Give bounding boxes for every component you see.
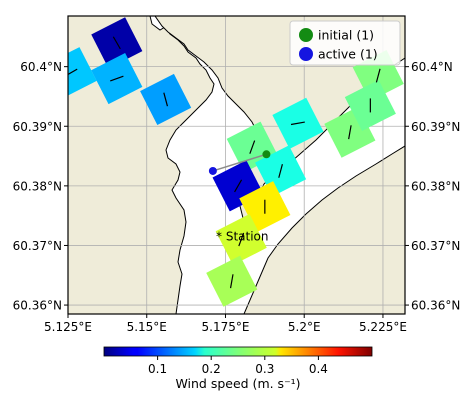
y-tick-label-right-4: 60.4°N: [411, 60, 453, 74]
wind-direction-arrows: [68, 36, 381, 289]
particle-markers: [208, 150, 271, 175]
wind-arrow-2: [110, 75, 124, 82]
y-tick-label-left-4: 60.4°N: [20, 60, 62, 74]
colorbar-tick-label-0: 0.1: [148, 362, 167, 376]
legend-marker-initial: [299, 28, 313, 42]
colorbar-tick-label-3: 0.4: [309, 362, 328, 376]
colorbar-ticks: 0.1 0.2 0.3 0.4: [148, 356, 328, 376]
wind-arrow-6: [348, 125, 352, 140]
wind-arrow-3: [163, 92, 169, 107]
x-tick-label-4: 5.225°E: [359, 320, 407, 334]
colorbar-gradient: [103, 346, 373, 357]
wind-arrow-13: [229, 274, 234, 289]
plot-frame: [67, 15, 406, 315]
wind-arrow-0: [112, 36, 121, 50]
wind-arrow-5: [290, 121, 305, 126]
y-tick-label-right-2: 60.38°N: [411, 179, 460, 193]
colorbar-tick-label-2: 0.3: [255, 362, 274, 376]
y-tick-label-right-3: 60.39°N: [411, 120, 460, 134]
x-tick-label-3: 5.2°E: [288, 320, 321, 334]
y-tick-label-left-3: 60.39°N: [13, 120, 62, 134]
marker-series-1-point-0: [208, 166, 217, 175]
legend-label-active: active (1): [318, 47, 378, 62]
trajectory-layer: [212, 153, 267, 172]
plot-area: * Station: [68, 16, 405, 314]
wind-arrow-10: [278, 164, 283, 178]
wind-arrow-7: [375, 68, 381, 83]
legend-box: [289, 20, 401, 66]
y-tick-label-left-1: 60.37°N: [13, 239, 62, 253]
marker-series-0-point-0: [262, 150, 271, 159]
x-tick-label-0: 5.125°E: [44, 320, 92, 334]
y-tick-label-right-0: 60.36°N: [411, 299, 460, 313]
legend-label-initial: initial (1): [318, 28, 374, 43]
wind-arrow-4: [249, 140, 256, 154]
colorbar-tick-label-1: 0.2: [202, 362, 221, 376]
wind-arrow-1: [68, 68, 78, 76]
wind-arrow-12: [238, 232, 245, 247]
x-tick-label-2: 5.175°E: [202, 320, 250, 334]
y-axis-ticks: 60.36°N 60.36°N 60.37°N 60.37°N 60.38°N 60.38…: [13, 60, 461, 312]
y-tick-label-left-0: 60.36°N: [13, 299, 62, 313]
legend: initial (1) active (1): [289, 20, 401, 66]
x-axis-ticks: 5.125°E 5.15°E 5.175°E 5.2°E 5.225°E: [44, 314, 407, 334]
y-tick-label-left-2: 60.38°N: [13, 179, 62, 193]
land-southeast: [243, 145, 405, 314]
legend-marker-active: [299, 47, 313, 61]
colorbar-label: Wind speed (m. s⁻¹): [175, 376, 300, 391]
trajectory-line: [212, 153, 267, 172]
colorbar: 0.1 0.2 0.3 0.4 Wind speed (m. s⁻¹): [103, 346, 373, 391]
y-tick-label-right-1: 60.37°N: [411, 239, 460, 253]
x-tick-label-1: 5.15°E: [127, 320, 167, 334]
station-annotation: * Station: [216, 230, 268, 244]
wind-arrow-9: [234, 179, 243, 193]
